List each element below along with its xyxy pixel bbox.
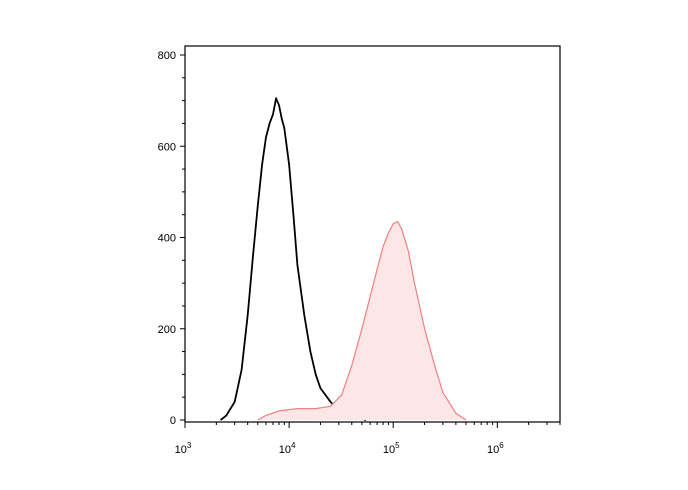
- y-tick-label: 0: [170, 415, 176, 427]
- y-tick-label: 600: [158, 141, 176, 153]
- series-1-line: [257, 220, 467, 421]
- x-axis: 103 104 105 106: [175, 422, 561, 456]
- series-1-fill: [257, 221, 466, 420]
- y-tick-label: 800: [158, 50, 176, 62]
- series-layer: [220, 97, 467, 421]
- y-tick-label: 400: [158, 233, 176, 245]
- plot-frame: [184, 45, 561, 423]
- y-axis: 0 200 400 600 800: [158, 50, 185, 427]
- y-tick-label: 200: [158, 324, 176, 336]
- x-tick-label: 106: [487, 441, 504, 456]
- series-0-line: [220, 97, 367, 421]
- x-tick-label: 105: [383, 441, 400, 456]
- x-tick-label: 104: [279, 441, 296, 456]
- x-tick-label: 103: [175, 441, 192, 456]
